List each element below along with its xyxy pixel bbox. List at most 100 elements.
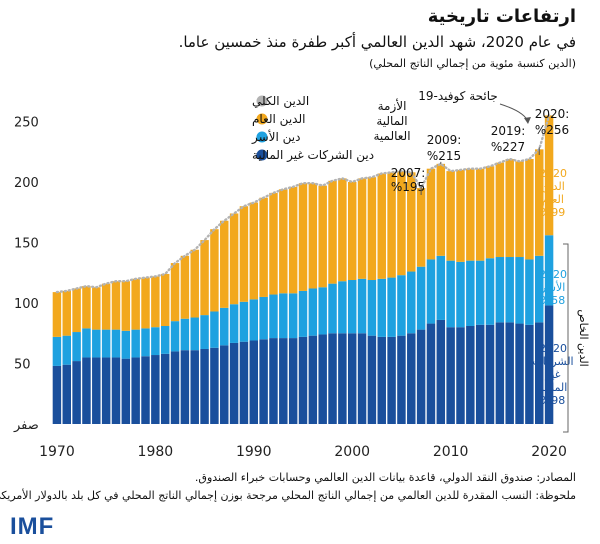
- bar-segment-household: [416, 266, 426, 330]
- bar-segment-public: [92, 287, 101, 330]
- bar-segment-corporate: [426, 323, 436, 424]
- bar-segment-household: [544, 235, 554, 306]
- bar-segment-public: [101, 283, 111, 330]
- bar-segment-public: [407, 172, 416, 272]
- annotation-value: %256: [535, 123, 569, 137]
- bar-segment-public: [259, 197, 268, 297]
- bar-segment-corporate: [397, 335, 406, 424]
- bar-segment-corporate: [92, 357, 101, 424]
- bar-segment-corporate: [367, 335, 377, 424]
- bar-segment-household: [141, 328, 150, 357]
- bar-segment-public: [328, 180, 337, 284]
- legend-label: دين الأسر: [251, 129, 301, 145]
- bar-segment-household: [151, 327, 160, 356]
- bar-segment-corporate: [279, 338, 288, 424]
- crisis-label: المالية: [376, 114, 407, 128]
- bar-segment-corporate: [525, 324, 534, 424]
- legend-marker: [256, 113, 268, 125]
- bar-segment-public: [544, 115, 554, 236]
- bar-segment-public: [170, 263, 180, 322]
- bar-segment-public: [72, 288, 81, 333]
- bar-segment-public: [515, 161, 524, 258]
- bar-segment-household: [466, 260, 475, 326]
- bar-segment-household: [190, 317, 199, 351]
- bar-segment-household: [92, 329, 101, 358]
- bar-segment-household: [308, 288, 318, 336]
- bar-segment-public: [220, 220, 229, 308]
- bar-segment-household: [475, 260, 485, 325]
- methodology-note: ملحوظة: النسب المقدرة للدين العالمي من إ…: [0, 489, 576, 502]
- bar-segment-public: [288, 186, 298, 294]
- bar-segment-corporate: [475, 324, 485, 424]
- bar-segment-public: [249, 202, 259, 300]
- bar-segment-corporate: [416, 329, 426, 424]
- bar-segment-household: [407, 271, 416, 334]
- bar-segment-corporate: [259, 339, 268, 424]
- bar-segment-household: [318, 287, 327, 335]
- chart-title: ارتفاعات تاريخية: [427, 6, 576, 27]
- crisis-label: الأزمة: [378, 98, 407, 114]
- bar-segment-corporate: [180, 350, 190, 424]
- bar-segment-public: [367, 177, 377, 281]
- bar-segment-corporate: [436, 319, 446, 424]
- x-tick-label: 1980: [138, 444, 174, 460]
- bar-segment-household: [505, 257, 514, 323]
- sources-note: المصادر: صندوق النقد الدولي، قاعدة بيانا…: [194, 471, 576, 484]
- bar-segment-household: [279, 293, 288, 339]
- annotation-value: %195: [391, 180, 425, 194]
- y-tick-label: 250: [14, 116, 39, 131]
- bar-segment-corporate: [495, 322, 505, 424]
- imf-logo: IMF: [10, 513, 55, 540]
- crisis-label: العالمية: [373, 129, 410, 143]
- breakdown-label-public: الدين: [541, 180, 565, 193]
- bar-segment-household: [111, 329, 121, 358]
- x-tick-label: 1970: [39, 444, 75, 460]
- bar-segment-corporate: [515, 323, 524, 424]
- bar-segment-public: [426, 168, 436, 260]
- bar-segment-corporate: [249, 340, 259, 424]
- private-debt-bracket: [563, 243, 569, 433]
- bar-segment-household: [160, 325, 170, 354]
- bar-segment-corporate: [298, 336, 308, 424]
- bar-segment-corporate: [269, 338, 278, 424]
- bar-segment-corporate: [308, 335, 318, 424]
- bar-segment-public: [338, 178, 347, 282]
- bar-segment-public: [190, 249, 199, 318]
- covid-arrow: [499, 103, 529, 123]
- bar-segment-corporate: [505, 322, 514, 424]
- bar-segment-corporate: [318, 334, 327, 424]
- bar-segment-household: [338, 281, 347, 334]
- bar-segment-household: [101, 329, 111, 358]
- bar-segment-household: [131, 329, 140, 358]
- bar-segment-public: [525, 159, 534, 260]
- y-tick-label: 200: [14, 176, 39, 191]
- bar-segment-household: [229, 304, 239, 343]
- x-tick-label: 2000: [334, 444, 370, 460]
- legend-marker: [256, 149, 268, 161]
- bar-segment-public: [318, 185, 327, 288]
- bar-segment-public: [131, 278, 140, 330]
- annotation-label: 2009:: [427, 133, 462, 147]
- bar-segment-public: [357, 178, 367, 279]
- y-tick-label: 50: [14, 358, 31, 373]
- bar-segment-household: [397, 275, 406, 336]
- legend-marker: [256, 95, 268, 107]
- annotation-label: 2007:: [391, 166, 426, 180]
- bar-segment-household: [170, 321, 180, 352]
- bar-segment-corporate: [239, 341, 249, 424]
- bar-segment-corporate: [357, 333, 367, 424]
- bar-segment-public: [377, 173, 386, 279]
- bar-segment-corporate: [52, 365, 62, 424]
- bar-segment-household: [436, 255, 446, 320]
- bar-segment-household: [485, 258, 495, 325]
- bar-segment-public: [347, 182, 357, 281]
- breakdown-label-household: %58: [541, 294, 565, 307]
- private-debt-label: الدين الخاص: [577, 309, 590, 366]
- bar-segment-corporate: [170, 351, 180, 424]
- bar-segment-household: [121, 330, 131, 359]
- breakdown-label-corporate: غير: [544, 368, 560, 381]
- bar-segment-household: [269, 294, 278, 339]
- bar-segment-public: [446, 171, 455, 261]
- bar-segment-corporate: [328, 333, 337, 424]
